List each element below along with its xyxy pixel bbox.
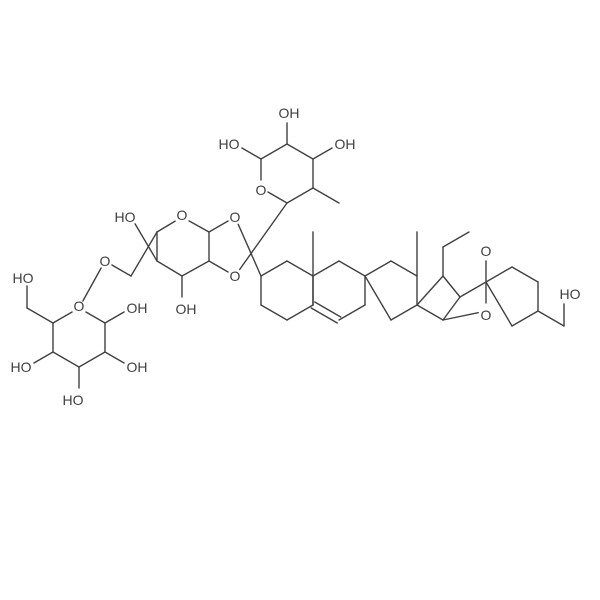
atom-label: OH [127,359,148,375]
atom-label: O [230,268,241,284]
atom-label: HO [560,286,581,302]
atom-label: HO [219,136,240,152]
atom-label: O [481,243,492,259]
atom-label: OH [335,136,356,152]
atom-label: HO [63,392,84,408]
atom-label: O [177,207,188,223]
atom-label: HO [115,209,136,225]
atom-label: O [74,298,85,314]
atom-label: O [481,307,492,323]
atom-label: OH [176,301,197,317]
atom-label: HO [11,359,32,375]
atom-label: O [256,182,267,198]
atom-label: OH [127,300,148,316]
atom-label: HO [13,270,34,286]
atom-label: O [100,253,111,269]
atom-label: O [230,209,241,225]
atom-label: OH [279,105,300,121]
